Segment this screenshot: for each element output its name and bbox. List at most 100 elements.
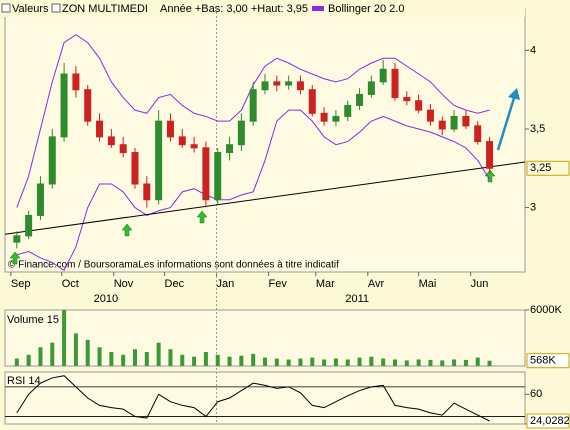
volume-bar <box>121 354 126 366</box>
candle-body <box>119 144 127 154</box>
volume-bar <box>345 359 350 366</box>
trendline <box>4 161 526 235</box>
year-label: 2011 <box>345 293 369 305</box>
candle-body <box>60 73 68 138</box>
volume-bar <box>239 355 244 366</box>
volume-bar <box>310 357 315 366</box>
x-tick-label: Fev <box>269 278 288 290</box>
candle-body <box>155 120 163 201</box>
candle-body <box>344 104 352 117</box>
volume-bar <box>416 359 421 366</box>
candle-body <box>296 81 304 91</box>
volume-bar <box>26 354 31 366</box>
candle-body <box>178 136 186 146</box>
volume-bar <box>381 358 386 366</box>
candle-body <box>25 214 33 237</box>
candle-body <box>13 235 21 243</box>
volume-bar <box>156 342 161 366</box>
volume-bar <box>144 352 149 366</box>
volume-bar <box>369 356 374 366</box>
header-range: Année +Bas: 3,00 +Haut: 3,95 <box>160 3 308 15</box>
volume-bar <box>85 339 90 366</box>
y-tick-label: 4 <box>530 44 536 56</box>
value-box-label: 3,25 <box>530 162 551 174</box>
volume-bar <box>38 347 43 366</box>
value-box-label: 24,0282 <box>530 415 570 427</box>
bollinger-lower <box>16 109 490 272</box>
candle-body <box>72 73 80 91</box>
volume-bar <box>97 347 102 366</box>
candle-body <box>190 144 198 149</box>
volume-panel <box>4 309 526 367</box>
footer: © Finance.com / BoursoramaLes informatio… <box>8 260 339 271</box>
volume-bar <box>73 333 78 366</box>
signal-arrows <box>9 169 496 265</box>
volume-bar <box>487 360 492 366</box>
volume-bar <box>322 359 327 366</box>
rsi-title: RSI 14 <box>7 375 41 387</box>
volume-bar <box>50 342 55 366</box>
candle-body <box>285 81 293 86</box>
value-box <box>526 353 570 369</box>
volume-bar <box>192 356 197 366</box>
candle-body <box>84 89 92 122</box>
candle-body <box>249 89 257 122</box>
candle-body <box>273 81 281 86</box>
checkbox[interactable] <box>1 3 11 13</box>
y-tick-label: 3 <box>530 201 536 213</box>
volume-bar <box>428 359 433 366</box>
volume-bar <box>109 352 114 366</box>
x-tick-label: Mai <box>419 278 437 290</box>
y-tick-label: 60 <box>530 388 542 400</box>
x-tick-label: Avr <box>368 278 385 290</box>
x-tick-label: Jun <box>471 278 489 290</box>
volume-bar <box>263 357 267 366</box>
x-tick-label: Jan <box>217 278 235 290</box>
price-panel <box>4 7 526 273</box>
candle-body <box>214 152 222 201</box>
year-label: 2010 <box>94 293 118 305</box>
x-tick-label: Oct <box>62 278 79 290</box>
legend-label: Bollinger 20 2.0 <box>328 3 404 15</box>
volume-bar <box>404 360 409 366</box>
candle-body <box>96 120 104 138</box>
volume-bar <box>440 360 445 366</box>
value-box <box>526 413 570 429</box>
volume-bar <box>393 359 397 366</box>
checkbox[interactable] <box>51 3 61 13</box>
candle-body <box>202 147 210 201</box>
volume-bar <box>357 357 362 366</box>
candle-body <box>107 136 115 146</box>
candle-body <box>308 89 316 114</box>
candle-body <box>166 120 174 138</box>
candle-body <box>391 68 399 99</box>
candle-body <box>415 100 423 111</box>
volume-bar <box>133 349 137 366</box>
candle-body <box>143 183 151 201</box>
volume-title: Volume 15 <box>7 314 59 326</box>
value-box-label: 568K <box>530 355 556 367</box>
volume-bar <box>274 358 279 366</box>
volume-bar <box>227 356 232 366</box>
candle-body <box>332 115 340 122</box>
candle-body <box>261 81 269 91</box>
candle-body <box>462 115 470 127</box>
volume-bar <box>333 358 338 366</box>
rsi-line <box>16 375 490 422</box>
x-tick-label: Sep <box>11 278 31 290</box>
y-tick-label: 3,5 <box>530 123 545 135</box>
value-box <box>526 160 570 176</box>
volume-bar <box>298 358 303 366</box>
candle-body <box>486 141 494 169</box>
volume-bar <box>286 359 291 366</box>
volume-bar <box>463 359 468 366</box>
legend-swatch <box>312 6 324 11</box>
candle-body <box>450 115 458 130</box>
header-symbol: ZON MULTIMEDI <box>62 3 148 15</box>
candle-body <box>474 125 482 143</box>
volume-bar <box>180 354 185 366</box>
volume-bar <box>251 353 256 366</box>
volume-bar <box>62 310 67 366</box>
